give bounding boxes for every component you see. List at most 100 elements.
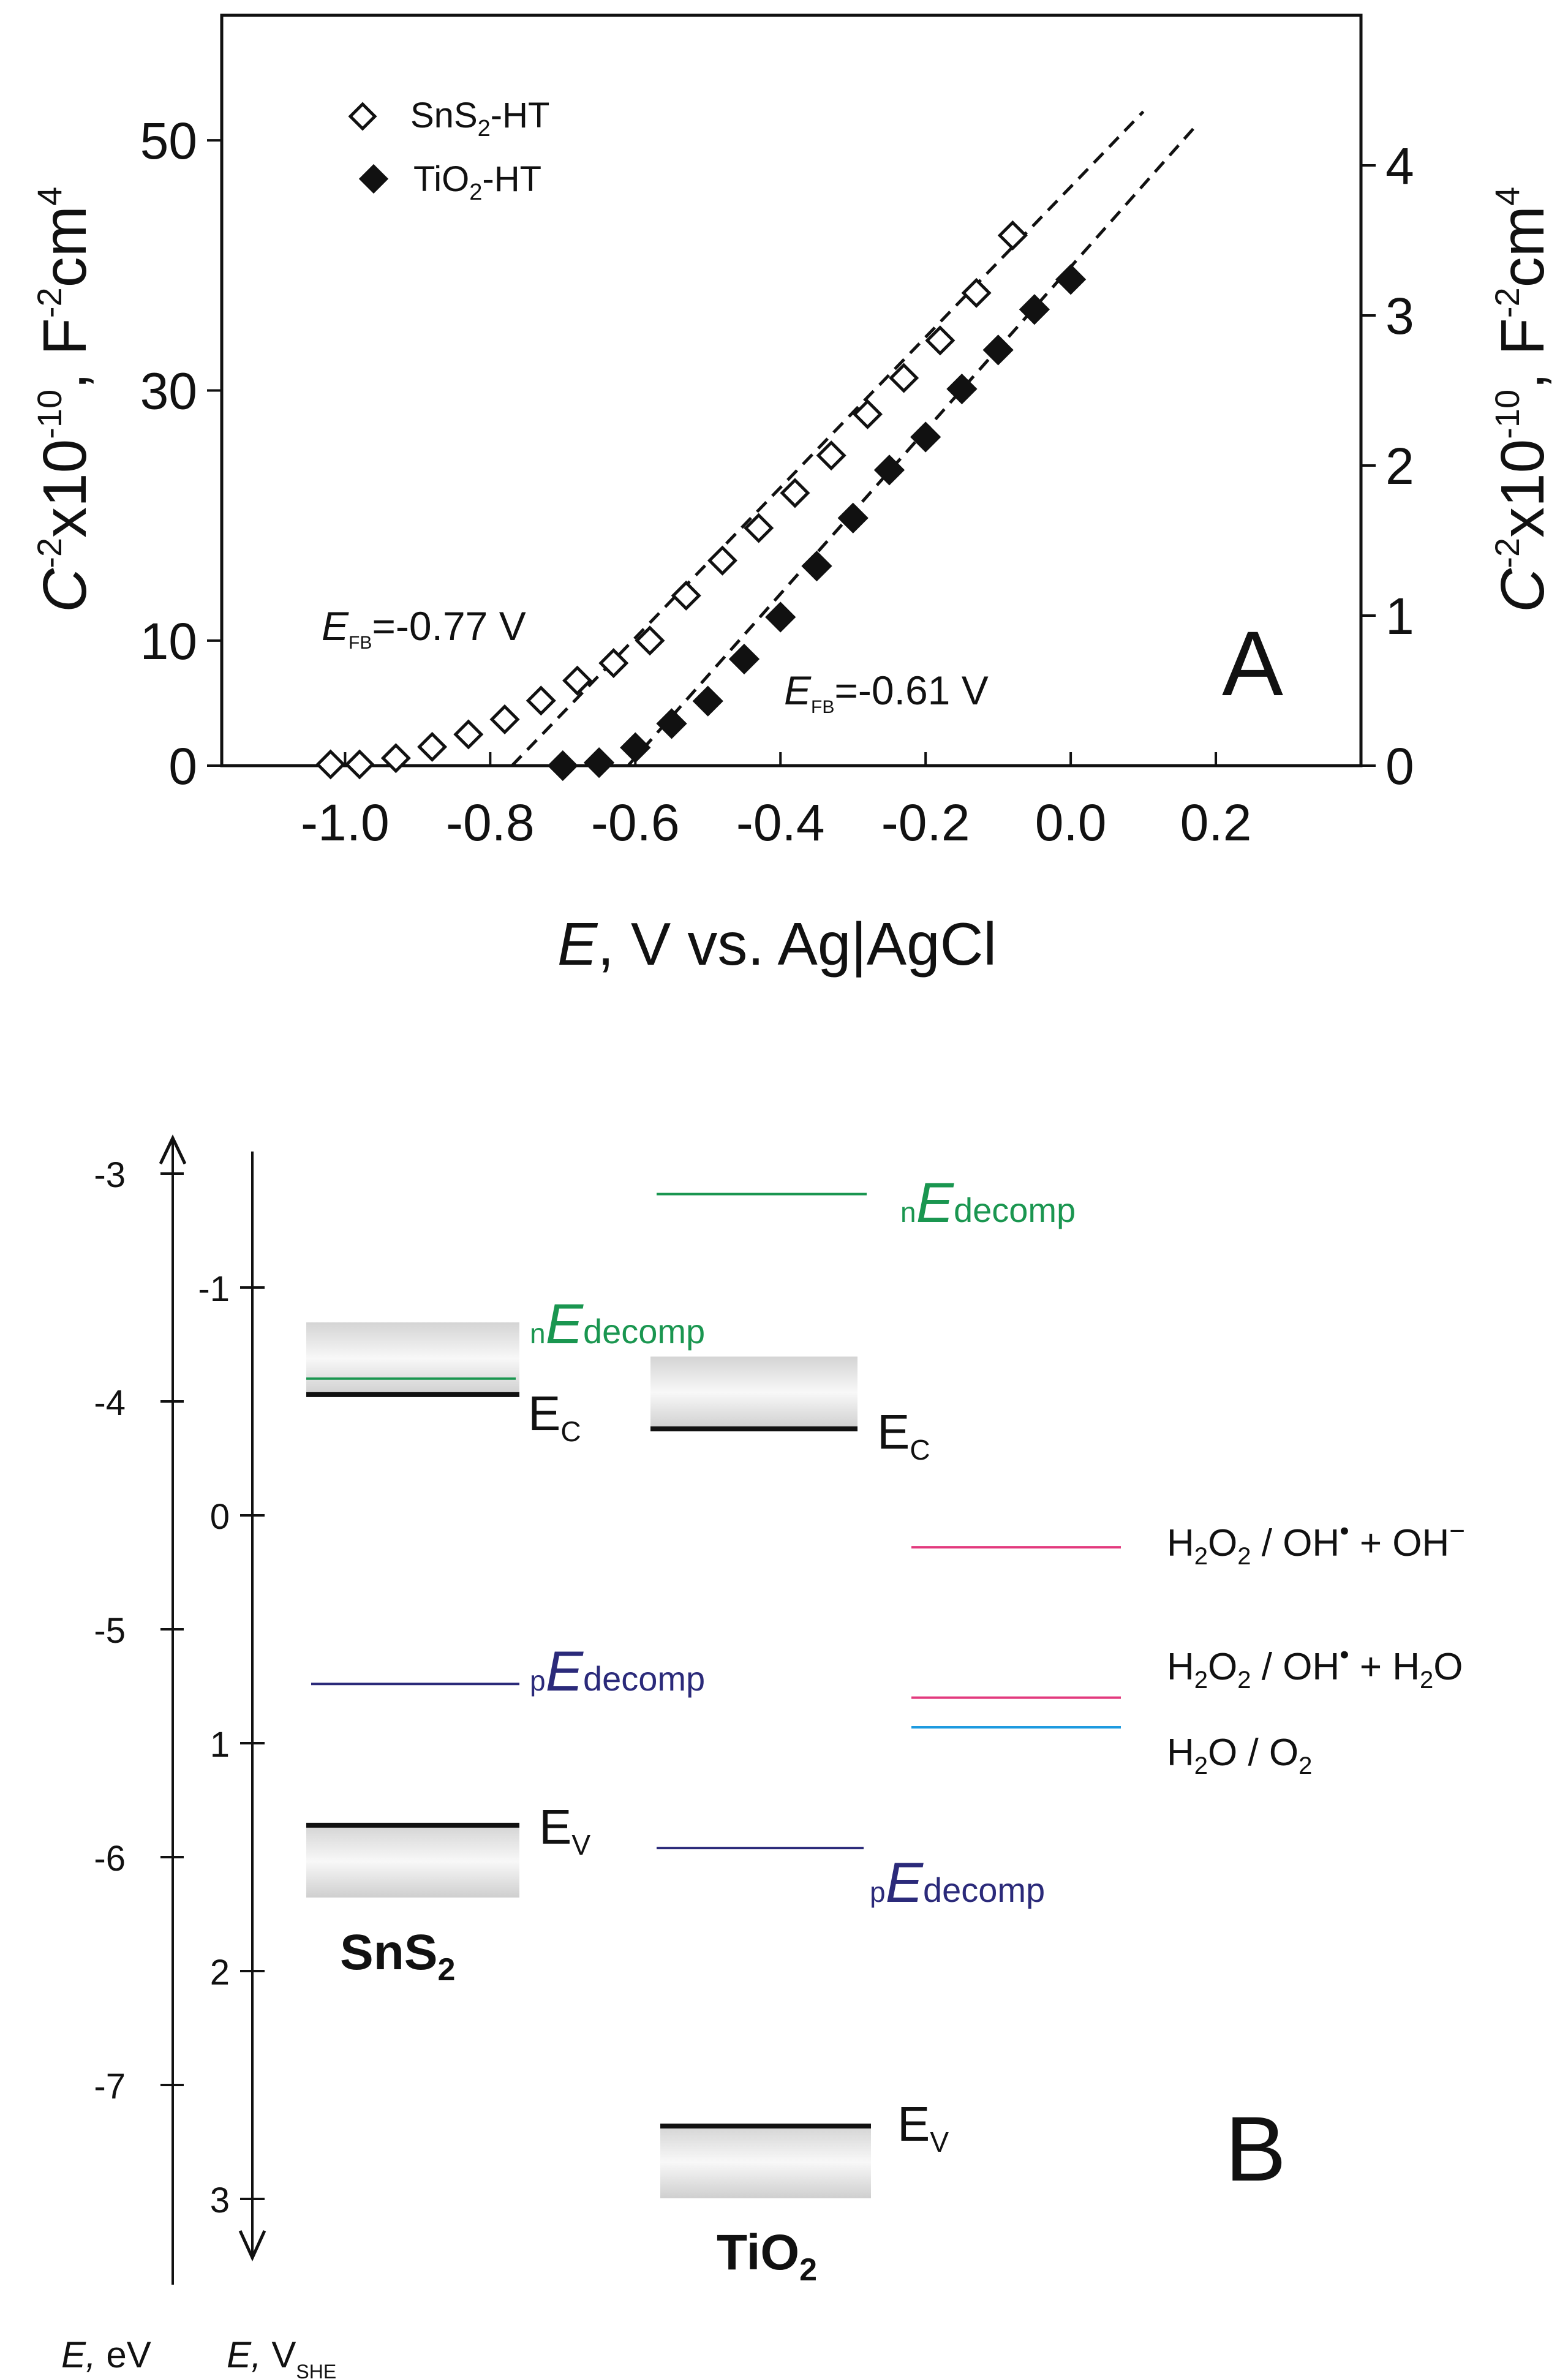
point-tio2-ht	[728, 643, 760, 675]
y-right-tick-label: 3	[1385, 287, 1414, 345]
tio2-n-decomp-label: nEdecomp	[900, 1172, 1076, 1234]
redox-label-h2o2-oh-h2o: H2O2 / OH• + H2O	[1167, 1640, 1463, 1694]
x-tick-label: 0.2	[1180, 794, 1252, 851]
point-sns2-ht	[380, 743, 411, 774]
y-axis-right-label: C-2x10-10, F-2cm4	[1488, 187, 1557, 613]
x-tick-label: -0.8	[446, 794, 535, 851]
sns2-conduction-band	[306, 1322, 519, 1395]
annotation-sns2-efb: EFB=-0.77 V	[322, 603, 526, 653]
point-sns2-ht	[315, 749, 346, 780]
tio2-ev-label: EV	[897, 2097, 949, 2158]
energy-levels	[306, 1193, 1121, 2128]
point-sns2-ht	[344, 749, 375, 780]
point-tio2-ht	[982, 334, 1014, 366]
y-left-tick-label: 30	[140, 363, 197, 420]
vshe-axis-ticks: -1 0 1 2 3	[198, 1269, 265, 2220]
tio2-valence-band	[660, 2125, 871, 2198]
sns2-ev-label: EV	[539, 1800, 590, 1861]
point-tio2-ht	[583, 747, 615, 779]
point-sns2-ht	[671, 580, 701, 611]
x-tick-label: 0.0	[1035, 794, 1107, 851]
y-left-tick-label: 0	[168, 737, 197, 795]
point-sns2-ht	[417, 731, 448, 762]
fit-line-tio2-ht	[627, 127, 1196, 767]
legend-open-diamond-icon	[348, 102, 377, 131]
energy-bands	[306, 1322, 871, 2198]
y-right-tick-label: 1	[1385, 587, 1414, 645]
point-sns2-ht	[707, 545, 737, 576]
point-sns2-ht	[889, 363, 919, 393]
point-tio2-ht	[692, 685, 723, 717]
sns2-material-label: SnS2	[340, 1925, 455, 1988]
point-tio2-ht	[1055, 264, 1087, 295]
y-right-tick-label: 0	[1385, 737, 1414, 795]
point-tio2-ht	[801, 551, 832, 582]
tio2-ec-label: EC	[877, 1404, 930, 1466]
x-tick-label: -0.6	[591, 794, 680, 851]
sns2-n-decomp-label: nEdecomp	[530, 1293, 705, 1355]
redox-label-h2o-o2: H2O / O2	[1167, 1732, 1312, 1779]
point-sns2-ht	[598, 648, 629, 679]
point-tio2-ht	[837, 502, 869, 533]
annotation-tio2-efb: EFB=-0.61 V	[784, 668, 989, 717]
point-tio2-ht	[910, 421, 941, 453]
y-left-tick-label: 50	[140, 112, 197, 170]
legend-tio2-label: TiO2-HT	[413, 159, 541, 205]
x-tick-label: -1.0	[301, 794, 390, 851]
x-axis-ticks: -1.0 -0.8 -0.6 -0.4 -0.2 0.0 0.2	[301, 752, 1251, 851]
vshe-tick-label: 0	[210, 1497, 230, 1537]
point-sns2-ht	[489, 704, 520, 734]
sns2-valence-band	[306, 1825, 519, 1898]
ev-tick-label: -3	[94, 1155, 126, 1195]
y-right-tick-label: 2	[1385, 437, 1414, 495]
point-sns2-ht	[780, 478, 810, 508]
x-tick-label: -0.4	[736, 794, 825, 851]
ev-axis-ticks: -3 -4 -5 -6 -7	[94, 1155, 184, 2106]
vshe-tick-label: 1	[210, 1725, 230, 1765]
tio2-conduction-band	[650, 1356, 858, 1429]
panel-label-a: A	[1222, 612, 1283, 715]
x-axis-label: E, V vs. Ag|AgCl	[557, 910, 997, 978]
vshe-axis-label: E, VSHE	[227, 2334, 336, 2379]
y-right-ticks: 0 1 2 3 4	[1361, 137, 1414, 795]
ev-axis-arrow-up-icon	[159, 1134, 187, 1165]
point-sns2-ht	[961, 277, 992, 308]
ev-tick-label: -4	[94, 1383, 126, 1423]
legend: SnS2-HT TiO2-HT	[348, 96, 549, 205]
point-tio2-ht	[873, 454, 905, 486]
point-sns2-ht	[997, 220, 1028, 251]
point-sns2-ht	[453, 719, 484, 750]
point-tio2-ht	[946, 373, 978, 405]
point-sns2-ht	[526, 685, 556, 716]
point-sns2-ht	[852, 399, 883, 429]
point-tio2-ht	[1019, 294, 1050, 325]
tio2-p-decomp-label: pEdecomp	[870, 1852, 1045, 1914]
point-sns2-ht	[562, 665, 593, 696]
panel-a: -1.0 -0.8 -0.6 -0.4 -0.2 0.0 0.2 0 10 30 50 0 1 2 3 4…	[30, 13, 1557, 978]
vshe-tick-label: -1	[198, 1269, 230, 1309]
vshe-tick-label: 3	[210, 2181, 230, 2220]
redox-label-h2o2-oh-oh: H2O2 / OH• + OH−	[1167, 1516, 1465, 1570]
point-tio2-ht	[656, 708, 687, 739]
point-tio2-ht	[547, 750, 578, 782]
x-tick-label: -0.2	[881, 794, 970, 851]
sns2-ec-label: EC	[528, 1386, 581, 1447]
y-left-tick-label: 10	[140, 613, 197, 670]
ev-tick-label: -6	[94, 1839, 126, 1879]
point-tio2-ht	[620, 732, 651, 763]
fit-line-sns2-ht	[511, 110, 1145, 767]
ev-tick-label: -5	[94, 1611, 126, 1651]
sns2-p-decomp-label: pEdecomp	[530, 1640, 705, 1703]
plot-frame	[220, 13, 1363, 767]
y-left-ticks: 0 10 30 50	[140, 112, 222, 795]
y-axis-left-label: C-2x10-10, F-2cm4	[30, 187, 99, 613]
panel-label-b: B	[1225, 2097, 1286, 2200]
fit-lines	[511, 110, 1196, 767]
point-sns2-ht	[925, 325, 956, 356]
point-sns2-ht	[816, 440, 846, 471]
ev-axis-label: E, eV	[61, 2334, 151, 2375]
y-right-tick-label: 4	[1385, 137, 1414, 195]
panel-b: -3 -4 -5 -6 -7 -1 0 1 2 3 E, eV E, VSHE nEdecomp…	[61, 1134, 1465, 2379]
point-sns2-ht	[635, 625, 665, 656]
